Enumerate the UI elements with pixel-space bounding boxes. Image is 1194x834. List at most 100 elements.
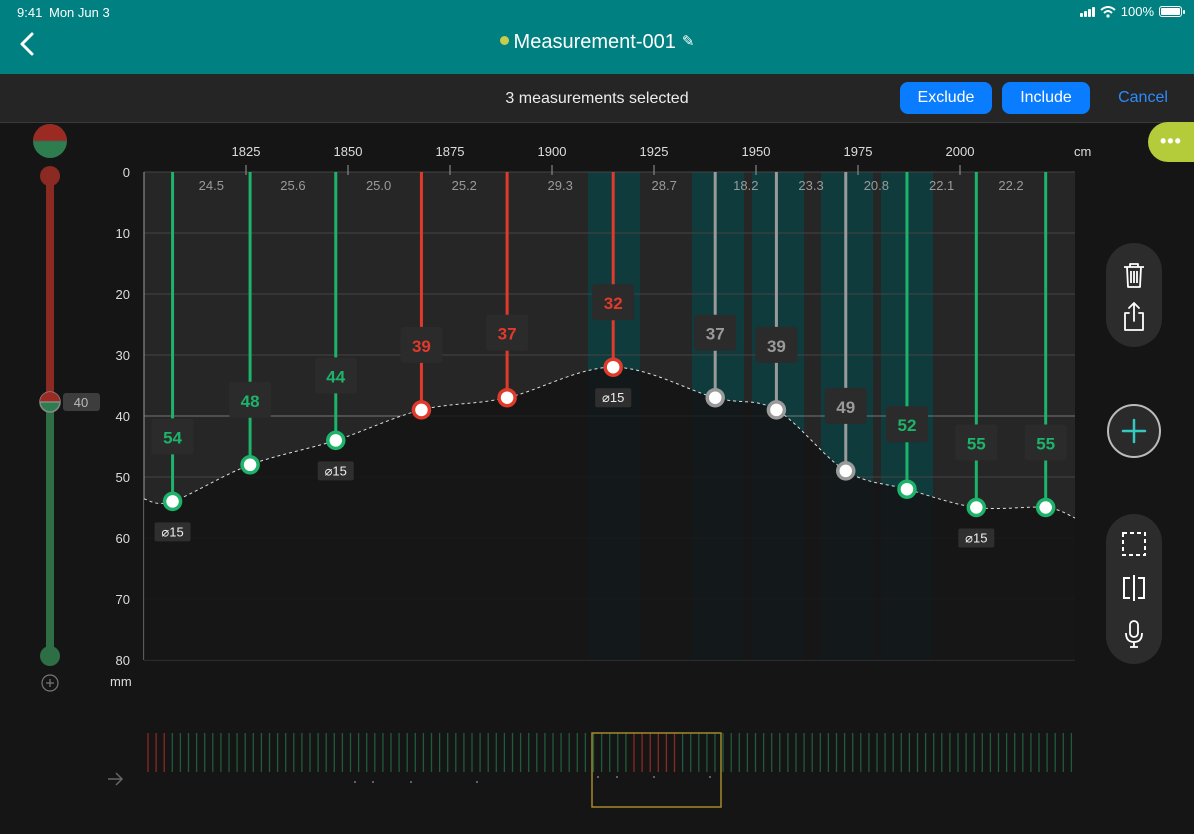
tools-toolbar bbox=[1106, 514, 1162, 664]
x-axis-unit: cm bbox=[1074, 144, 1091, 159]
add-measurement-button[interactable] bbox=[1107, 404, 1161, 458]
y-axis-unit: mm bbox=[110, 674, 132, 689]
pencil-icon[interactable]: ✎ bbox=[681, 33, 695, 50]
selection-count-text: 3 measurements selected bbox=[505, 90, 689, 107]
status-indicators: 100% bbox=[1079, 4, 1185, 19]
overview-dot bbox=[709, 776, 711, 778]
more-button[interactable]: ••• bbox=[1148, 122, 1194, 162]
measurement-badge[interactable] bbox=[592, 284, 635, 321]
measurement-value: 39 bbox=[412, 337, 431, 356]
status-dot bbox=[499, 36, 509, 45]
measurement-point[interactable] bbox=[162, 491, 183, 512]
y-tick-label: 70 bbox=[116, 592, 130, 607]
diameter-label: ⌀15 bbox=[965, 531, 987, 546]
spacing-label: 29.3 bbox=[548, 178, 573, 193]
overview-dot bbox=[616, 776, 618, 778]
measurement-point[interactable] bbox=[497, 387, 517, 408]
y-tick-label: 20 bbox=[116, 287, 130, 302]
measurement-point[interactable] bbox=[897, 479, 917, 499]
status-time: 9:41 bbox=[17, 5, 43, 20]
measurement-point[interactable] bbox=[603, 357, 623, 377]
diameter-badge bbox=[154, 522, 191, 542]
measurement-value: 44 bbox=[326, 367, 345, 386]
spacing-label: 28.7 bbox=[652, 178, 677, 193]
spacing-label: 22.2 bbox=[998, 178, 1023, 193]
plus-icon bbox=[1121, 418, 1147, 444]
measurement-point[interactable] bbox=[1035, 497, 1056, 518]
diameter-badge bbox=[958, 528, 995, 548]
x-tick-label: 1975 bbox=[844, 144, 873, 159]
x-tick-label: 1950 bbox=[742, 144, 771, 159]
y-tick-label: 30 bbox=[116, 348, 130, 363]
zoom-plus-icon[interactable] bbox=[41, 674, 59, 692]
threshold-slider[interactable]: 40 bbox=[28, 122, 108, 702]
selection-toolbar: 3 measurements selected bbox=[0, 74, 1194, 123]
overview-dot bbox=[372, 781, 374, 783]
measurement-badge[interactable] bbox=[229, 381, 272, 418]
scan-chart[interactable]: 0 10 20 30 40 50 60 70 80 mm 1825 1850 1875 1900 1925 1… bbox=[0, 122, 1100, 702]
split-icon[interactable] bbox=[1116, 570, 1152, 606]
measurement-point[interactable] bbox=[240, 455, 260, 475]
back-icon[interactable] bbox=[14, 30, 42, 58]
measurement-point[interactable] bbox=[705, 387, 725, 408]
slider-handle[interactable] bbox=[39, 391, 61, 413]
measurement-value: 37 bbox=[498, 325, 517, 344]
depth-curve bbox=[143, 366, 1076, 519]
x-tick-label: 1900 bbox=[538, 144, 567, 159]
trash-icon[interactable] bbox=[1116, 257, 1152, 293]
measurement-badge[interactable] bbox=[314, 357, 357, 394]
exclude-button[interactable]: Exclude bbox=[900, 82, 992, 114]
spacing-label: 25.6 bbox=[280, 178, 305, 193]
include-button[interactable]: Include bbox=[1002, 82, 1090, 114]
y-tick-label: 80 bbox=[116, 653, 130, 668]
measurement-value: 48 bbox=[241, 392, 260, 411]
selection-icon[interactable] bbox=[1116, 526, 1152, 562]
spacing-label: 22.1 bbox=[929, 178, 954, 193]
arrow-right-icon[interactable] bbox=[108, 772, 124, 786]
spacing-label: 20.8 bbox=[864, 178, 889, 193]
share-icon[interactable] bbox=[1116, 299, 1152, 335]
overview-dot bbox=[410, 781, 412, 783]
measurement-point[interactable] bbox=[836, 461, 856, 481]
microphone-icon[interactable] bbox=[1116, 616, 1152, 652]
measurement-badge[interactable] bbox=[885, 406, 928, 443]
diameter-label: ⌀15 bbox=[325, 463, 347, 478]
x-tick-label: 1825 bbox=[232, 144, 261, 159]
measurement-badge[interactable] bbox=[1024, 424, 1067, 461]
measurement-value: 49 bbox=[836, 398, 855, 417]
battery-icon bbox=[1159, 6, 1185, 17]
measurement-point[interactable] bbox=[411, 400, 432, 420]
cancel-button[interactable]: Cancel bbox=[1118, 89, 1168, 106]
overview-dot bbox=[354, 781, 356, 783]
spacing-label: 23.3 bbox=[798, 178, 823, 193]
measurement-badge[interactable] bbox=[486, 314, 529, 351]
measurement-value: 55 bbox=[967, 435, 986, 454]
x-tick-label: 1925 bbox=[640, 144, 669, 159]
measurement-point[interactable] bbox=[326, 430, 346, 451]
page-title-text: Measurement-001 bbox=[513, 31, 676, 53]
measurement-badge[interactable] bbox=[694, 314, 737, 351]
overview-dot bbox=[597, 776, 599, 778]
overview-strip[interactable] bbox=[0, 702, 1100, 834]
measurement-badge[interactable] bbox=[755, 326, 798, 363]
overview-dot bbox=[476, 781, 478, 783]
measurement-value: 55 bbox=[1036, 435, 1055, 454]
y-tick-label: 40 bbox=[116, 409, 130, 424]
measurement-value: 52 bbox=[897, 416, 916, 435]
measurement-badge[interactable] bbox=[955, 424, 998, 461]
measurement-point[interactable] bbox=[966, 497, 987, 518]
slider-value-label: 40 bbox=[74, 395, 88, 410]
measurement-badge[interactable] bbox=[151, 418, 194, 455]
measurement-badge[interactable] bbox=[400, 326, 443, 363]
diameter-badge bbox=[317, 461, 354, 481]
page-title[interactable]: Measurement-001 ✎ bbox=[0, 31, 1194, 54]
measurement-point[interactable] bbox=[766, 400, 787, 420]
overview-viewport[interactable] bbox=[591, 732, 722, 808]
spacing-label: 25.0 bbox=[366, 178, 391, 193]
y-tick-label: 60 bbox=[116, 531, 130, 546]
y-tick-label: 0 bbox=[123, 165, 130, 180]
x-tick-label: 1850 bbox=[334, 144, 363, 159]
measurement-badge[interactable] bbox=[824, 387, 867, 424]
depth-fill bbox=[144, 367, 1075, 660]
measurement-value: 54 bbox=[163, 428, 182, 447]
